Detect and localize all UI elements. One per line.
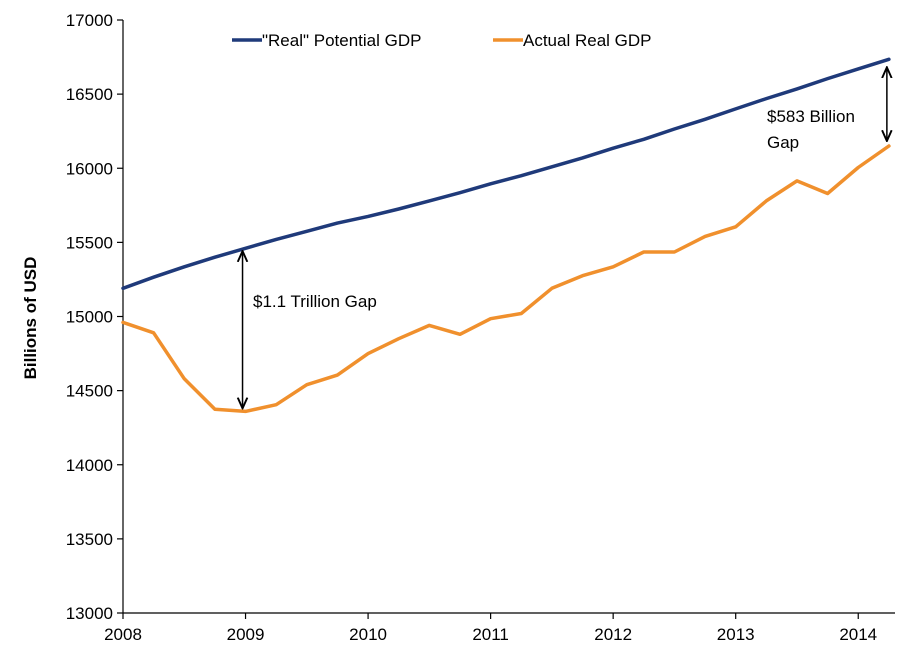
- y-tick-label: 13500: [66, 530, 113, 549]
- axes: 13000 13500 14000 14500 15000 15500 16000 16500…: [66, 11, 895, 644]
- series-line-potential-gdp: [121, 57, 891, 291]
- gap-label-2014-line2: Gap: [767, 133, 799, 152]
- series-layer: [121, 57, 891, 414]
- x-tick-label: 2008: [104, 625, 142, 644]
- legend: "Real" Potential GDP Actual Real GDP: [232, 31, 652, 50]
- x-tick-label: 2010: [349, 625, 387, 644]
- annotation-layer: $1.1 Trillion Gap $583 Billion Gap: [243, 67, 887, 408]
- x-tick-label: 2013: [717, 625, 755, 644]
- x-tick-label: 2009: [227, 625, 265, 644]
- y-tick-label: 16500: [66, 85, 113, 104]
- x-tick-label: 2012: [594, 625, 632, 644]
- y-tick-label: 14500: [66, 382, 113, 401]
- legend-label-0: "Real" Potential GDP: [262, 31, 421, 50]
- legend-label-1: Actual Real GDP: [523, 31, 652, 50]
- y-tick-label: 16000: [66, 159, 113, 178]
- y-tick-label: 15500: [66, 233, 113, 252]
- x-tick-label: 2011: [472, 625, 509, 644]
- series-line-actual-gdp: [121, 144, 891, 414]
- y-tick-label: 15000: [66, 308, 113, 327]
- x-tick-label: 2014: [839, 625, 877, 644]
- y-tick-label: 13000: [66, 604, 113, 623]
- gap-label-2014-line1: $583 Billion: [767, 107, 855, 126]
- y-tick-label: 14000: [66, 456, 113, 475]
- y-axis-title: Billions of USD: [21, 257, 40, 380]
- y-tick-label: 17000: [66, 11, 113, 30]
- gap-label-2009: $1.1 Trillion Gap: [253, 292, 377, 311]
